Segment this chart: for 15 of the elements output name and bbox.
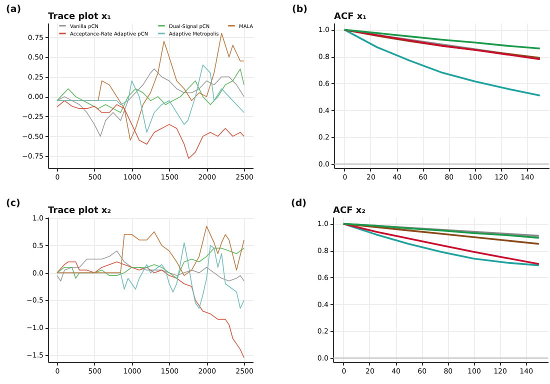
chart-title: ACF x₂ <box>333 206 366 216</box>
line-series <box>56 100 244 159</box>
text: (a) <box>6 4 22 15</box>
text: (c) <box>6 198 20 209</box>
chart-title: Trace plot x₂ <box>48 206 112 216</box>
line-series <box>56 226 244 276</box>
text: (b) <box>292 4 308 15</box>
line-series <box>344 28 541 50</box>
chart-title: ACF x₁ <box>334 12 367 22</box>
line-series <box>56 261 244 358</box>
chart-title: Trace plot x₁ <box>48 12 112 22</box>
line-series <box>342 222 540 245</box>
line-series <box>344 28 541 96</box>
line-series <box>56 68 244 113</box>
text: (d) <box>291 198 306 209</box>
